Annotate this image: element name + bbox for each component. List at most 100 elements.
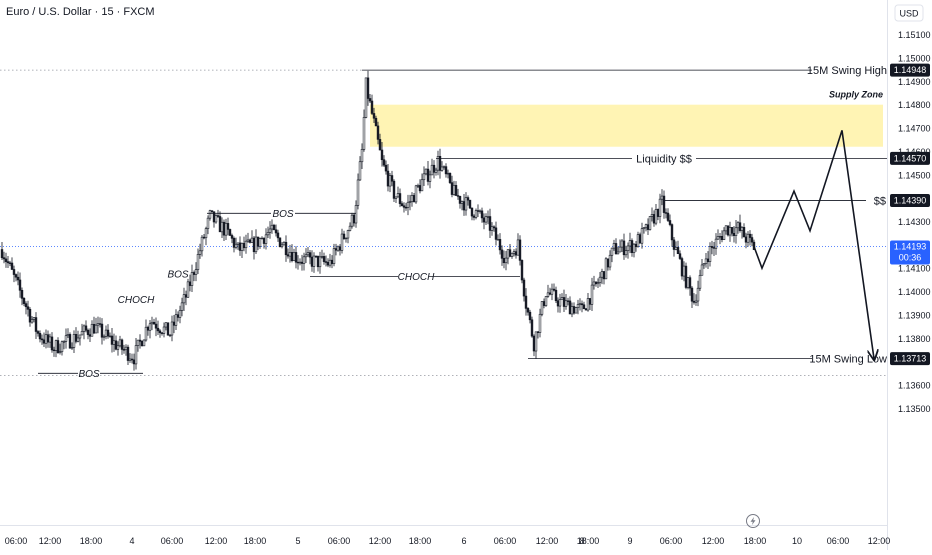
liquidity-badge-value: 1.14570: [894, 153, 927, 163]
dollars-level-badge: 1.14390: [890, 193, 930, 207]
candle-up: [746, 233, 750, 243]
candle-up: [150, 321, 154, 325]
candle-down: [216, 215, 220, 217]
candle-down: [726, 225, 730, 236]
currency-label: USD: [899, 9, 919, 19]
time-tick-label: 06:00: [161, 536, 184, 546]
choch-minor-label: CHOCH: [118, 295, 155, 306]
candle-up: [586, 298, 590, 311]
candle-down: [662, 195, 666, 213]
candle-down: [398, 193, 402, 204]
supply-zone[interactable]: [370, 104, 883, 147]
price-tick-label: 1.14800: [898, 100, 931, 110]
swing-low-badge-value: 1.13713: [894, 354, 927, 364]
candle-down: [152, 321, 156, 325]
candle-down: [6, 261, 10, 264]
candle-down: [84, 325, 88, 331]
candle-down: [130, 358, 134, 361]
candle-down: [310, 256, 314, 267]
candle-up: [704, 258, 708, 264]
candle-up: [406, 201, 410, 208]
candle-down: [272, 224, 276, 231]
candle-up: [270, 224, 274, 230]
time-tick-label: 12:00: [868, 536, 891, 546]
candle-down: [4, 258, 8, 262]
candle-down: [138, 339, 142, 342]
lightning-icon[interactable]: [746, 514, 760, 528]
candle-up: [544, 296, 548, 306]
candle-down: [676, 247, 680, 255]
candle-down: [160, 332, 164, 334]
candle-up: [736, 222, 740, 229]
candle-up: [640, 228, 644, 244]
candle-down: [166, 322, 170, 336]
time-tick-label: 06:00: [494, 536, 517, 546]
candle-down: [18, 279, 22, 291]
annotation-lines: [38, 69, 887, 374]
price-tick-label: 1.14700: [898, 124, 931, 134]
candle-down: [508, 249, 512, 257]
candle-up: [496, 239, 500, 241]
candle-down: [14, 274, 18, 278]
time-tick-label: 4: [129, 536, 134, 546]
candle-down: [498, 239, 502, 251]
candle-up: [250, 237, 254, 243]
candle-down: [110, 335, 114, 345]
candle-down: [284, 241, 288, 256]
time-tick-label: 06:00: [328, 536, 351, 546]
time-axis-labels[interactable]: 06:00 12:00 18:00 4 06:00 12:00 18:00 5 06:00 12:…: [5, 536, 891, 546]
plot-area[interactable]: [0, 0, 887, 525]
time-tick-label: 18:00: [244, 536, 267, 546]
candle-up: [182, 294, 186, 304]
candle-down: [256, 236, 260, 247]
candle-up: [144, 326, 148, 341]
candle-up: [76, 337, 80, 342]
candle-down: [374, 117, 378, 127]
candle-down: [706, 258, 710, 262]
candle-up: [96, 323, 100, 326]
candle-up: [200, 236, 204, 252]
candle-up: [574, 307, 578, 314]
candle-up: [654, 209, 658, 224]
currency-button[interactable]: USD: [894, 4, 924, 22]
candle-up: [722, 230, 726, 240]
candle-down: [692, 300, 696, 303]
candle-up: [558, 299, 562, 307]
candle-up: [356, 179, 360, 206]
price-tick-label: 1.14600: [898, 147, 931, 157]
time-tick-label: 06:00: [827, 536, 850, 546]
price-axis-labels[interactable]: 1.15100 1.15000 1.14900 1.14800 1.14700 1.146…: [898, 30, 931, 414]
candle-up: [128, 358, 132, 361]
candle-down: [42, 339, 46, 344]
candle-up: [240, 243, 244, 251]
time-tick-label: 12:00: [702, 536, 725, 546]
candle-up: [102, 336, 106, 338]
candle-up: [538, 313, 542, 333]
candle-up: [44, 334, 48, 344]
choch-major-label: CHOCH: [398, 272, 435, 283]
projection-path[interactable]: [753, 130, 874, 358]
candle-down: [106, 329, 110, 337]
time-tick-label: 12:00: [369, 536, 392, 546]
candle-down: [638, 234, 642, 244]
candle-down: [606, 258, 610, 268]
candle-up: [422, 173, 426, 181]
candle-up: [598, 276, 602, 283]
candle-down: [92, 323, 96, 334]
candle-down: [20, 289, 24, 299]
candle-down: [750, 237, 754, 243]
candlestick-series[interactable]: [0, 70, 756, 371]
candle-up: [414, 185, 418, 203]
candle-down: [232, 238, 236, 248]
candle-down: [418, 185, 422, 192]
candle-up: [30, 319, 34, 323]
price-tick-label: 1.13600: [898, 381, 931, 391]
candle-down: [744, 236, 748, 243]
last-price-badge: 1.14193 00:36: [890, 240, 930, 265]
candle-down: [252, 237, 256, 253]
candle-down: [184, 294, 188, 298]
symbol-title[interactable]: Euro / U.S. Dollar · 15 · FXCM: [6, 6, 155, 18]
candle-down: [444, 166, 448, 175]
